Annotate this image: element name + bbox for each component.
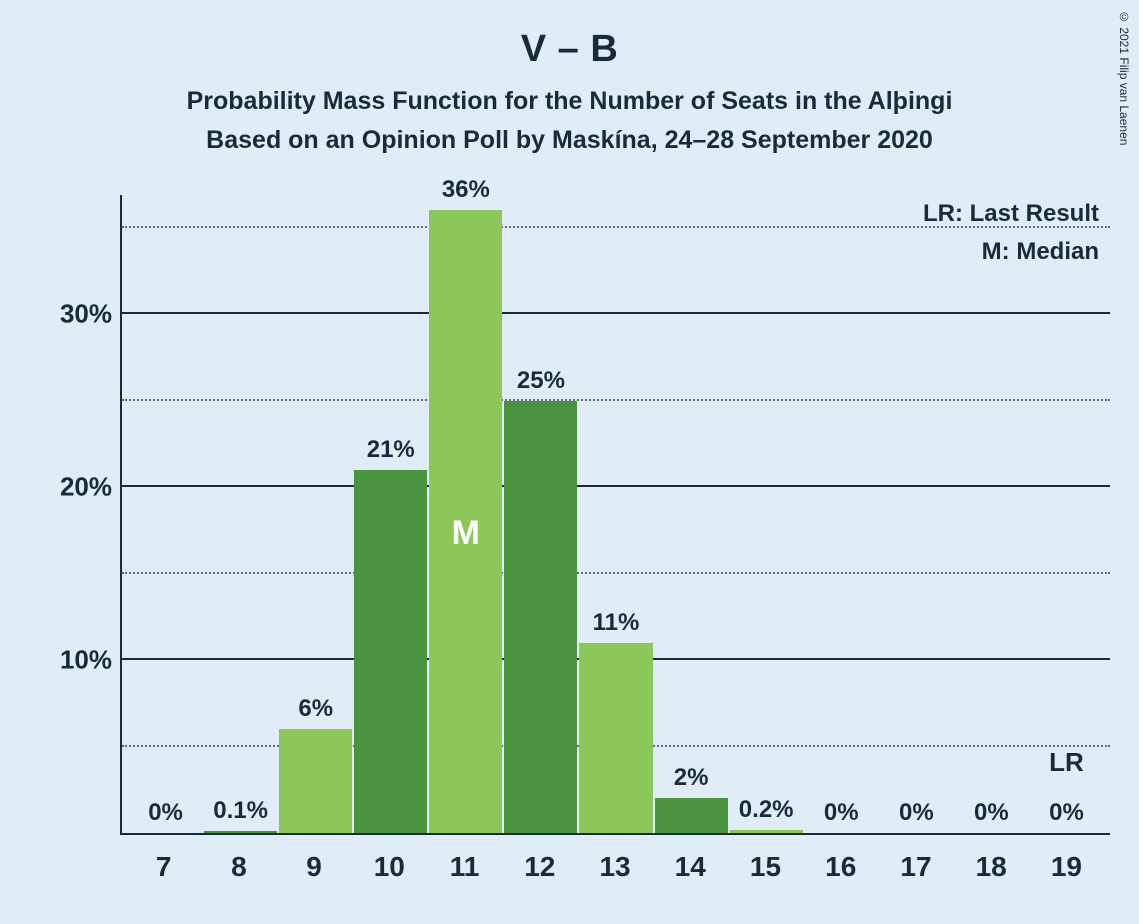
bar-value-label: 11% xyxy=(593,609,640,637)
bar-slot: 0% xyxy=(954,195,1029,833)
bar xyxy=(504,401,577,833)
x-axis-label: 13 xyxy=(577,837,652,883)
x-axis-label: 18 xyxy=(954,837,1029,883)
bar-value-label: 25% xyxy=(517,367,565,395)
bar-slot: 0.2% xyxy=(729,195,804,833)
chart-title: V – B xyxy=(0,0,1139,71)
plot-area: 10%20%30% 0%0.1%6%21%36%M25%11%2%0.2%0%0… xyxy=(120,195,1110,835)
x-axis-label: 11 xyxy=(427,837,502,883)
bar xyxy=(354,470,427,833)
x-axis-label: 9 xyxy=(276,837,351,883)
x-axis-label: 17 xyxy=(878,837,953,883)
x-axis-label: 12 xyxy=(502,837,577,883)
bar-slot: 25% xyxy=(503,195,578,833)
bar-slot: 11% xyxy=(578,195,653,833)
x-axis-label: 7 xyxy=(126,837,201,883)
bar-value-label: 0.2% xyxy=(739,796,794,824)
x-axis: 78910111213141516171819 xyxy=(120,837,1110,883)
y-axis-label: 20% xyxy=(52,472,112,503)
bar-value-label: 2% xyxy=(674,764,709,792)
chart-subtitle-2: Based on an Opinion Poll by Maskína, 24–… xyxy=(0,116,1139,155)
bar-slot: 36%M xyxy=(428,195,503,833)
bar xyxy=(655,798,728,833)
bar-slot: 0% xyxy=(879,195,954,833)
bar-slot: 0.1% xyxy=(203,195,278,833)
chart: 10%20%30% 0%0.1%6%21%36%M25%11%2%0.2%0%0… xyxy=(50,195,1110,895)
bar-value-label: 0% xyxy=(1049,799,1084,827)
bar-slot: 0% LR xyxy=(1029,195,1104,833)
bar xyxy=(730,830,803,833)
bar xyxy=(579,643,652,833)
last-result-marker: LR xyxy=(1049,747,1084,778)
x-axis-label: 19 xyxy=(1029,837,1104,883)
bar-value-label: 21% xyxy=(367,436,415,464)
bar xyxy=(279,729,352,833)
x-axis-label: 14 xyxy=(653,837,728,883)
bar-slot: 21% xyxy=(353,195,428,833)
y-axis-label: 30% xyxy=(52,299,112,330)
copyright-text: © 2021 Filip van Laenen xyxy=(1117,10,1131,145)
bar-value-label: 6% xyxy=(298,695,333,723)
bar-value-label: 0.1% xyxy=(213,797,268,825)
bar-slot: 0% xyxy=(804,195,879,833)
bar-value-label: 0% xyxy=(899,799,934,827)
bar-value-label: 36% xyxy=(442,176,490,204)
x-axis-label: 8 xyxy=(201,837,276,883)
x-axis-label: 16 xyxy=(803,837,878,883)
bar-slot: 2% xyxy=(654,195,729,833)
x-axis-label: 15 xyxy=(728,837,803,883)
bars-container: 0% 0.1% 6% 21% 36%M 25% 11% 2% 0.2% 0% 0% 0% 0% LR xyxy=(122,195,1110,833)
bar-value-label: 0% xyxy=(974,799,1009,827)
bar-slot: 0% xyxy=(128,195,203,833)
bar-slot: 6% xyxy=(278,195,353,833)
bar-value-label: 0% xyxy=(824,799,859,827)
bar-value-label: 0% xyxy=(148,799,183,827)
y-axis-label: 10% xyxy=(52,645,112,676)
chart-subtitle-1: Probability Mass Function for the Number… xyxy=(0,71,1139,116)
median-marker: M xyxy=(452,514,480,553)
x-axis-label: 10 xyxy=(352,837,427,883)
bar xyxy=(204,831,277,833)
